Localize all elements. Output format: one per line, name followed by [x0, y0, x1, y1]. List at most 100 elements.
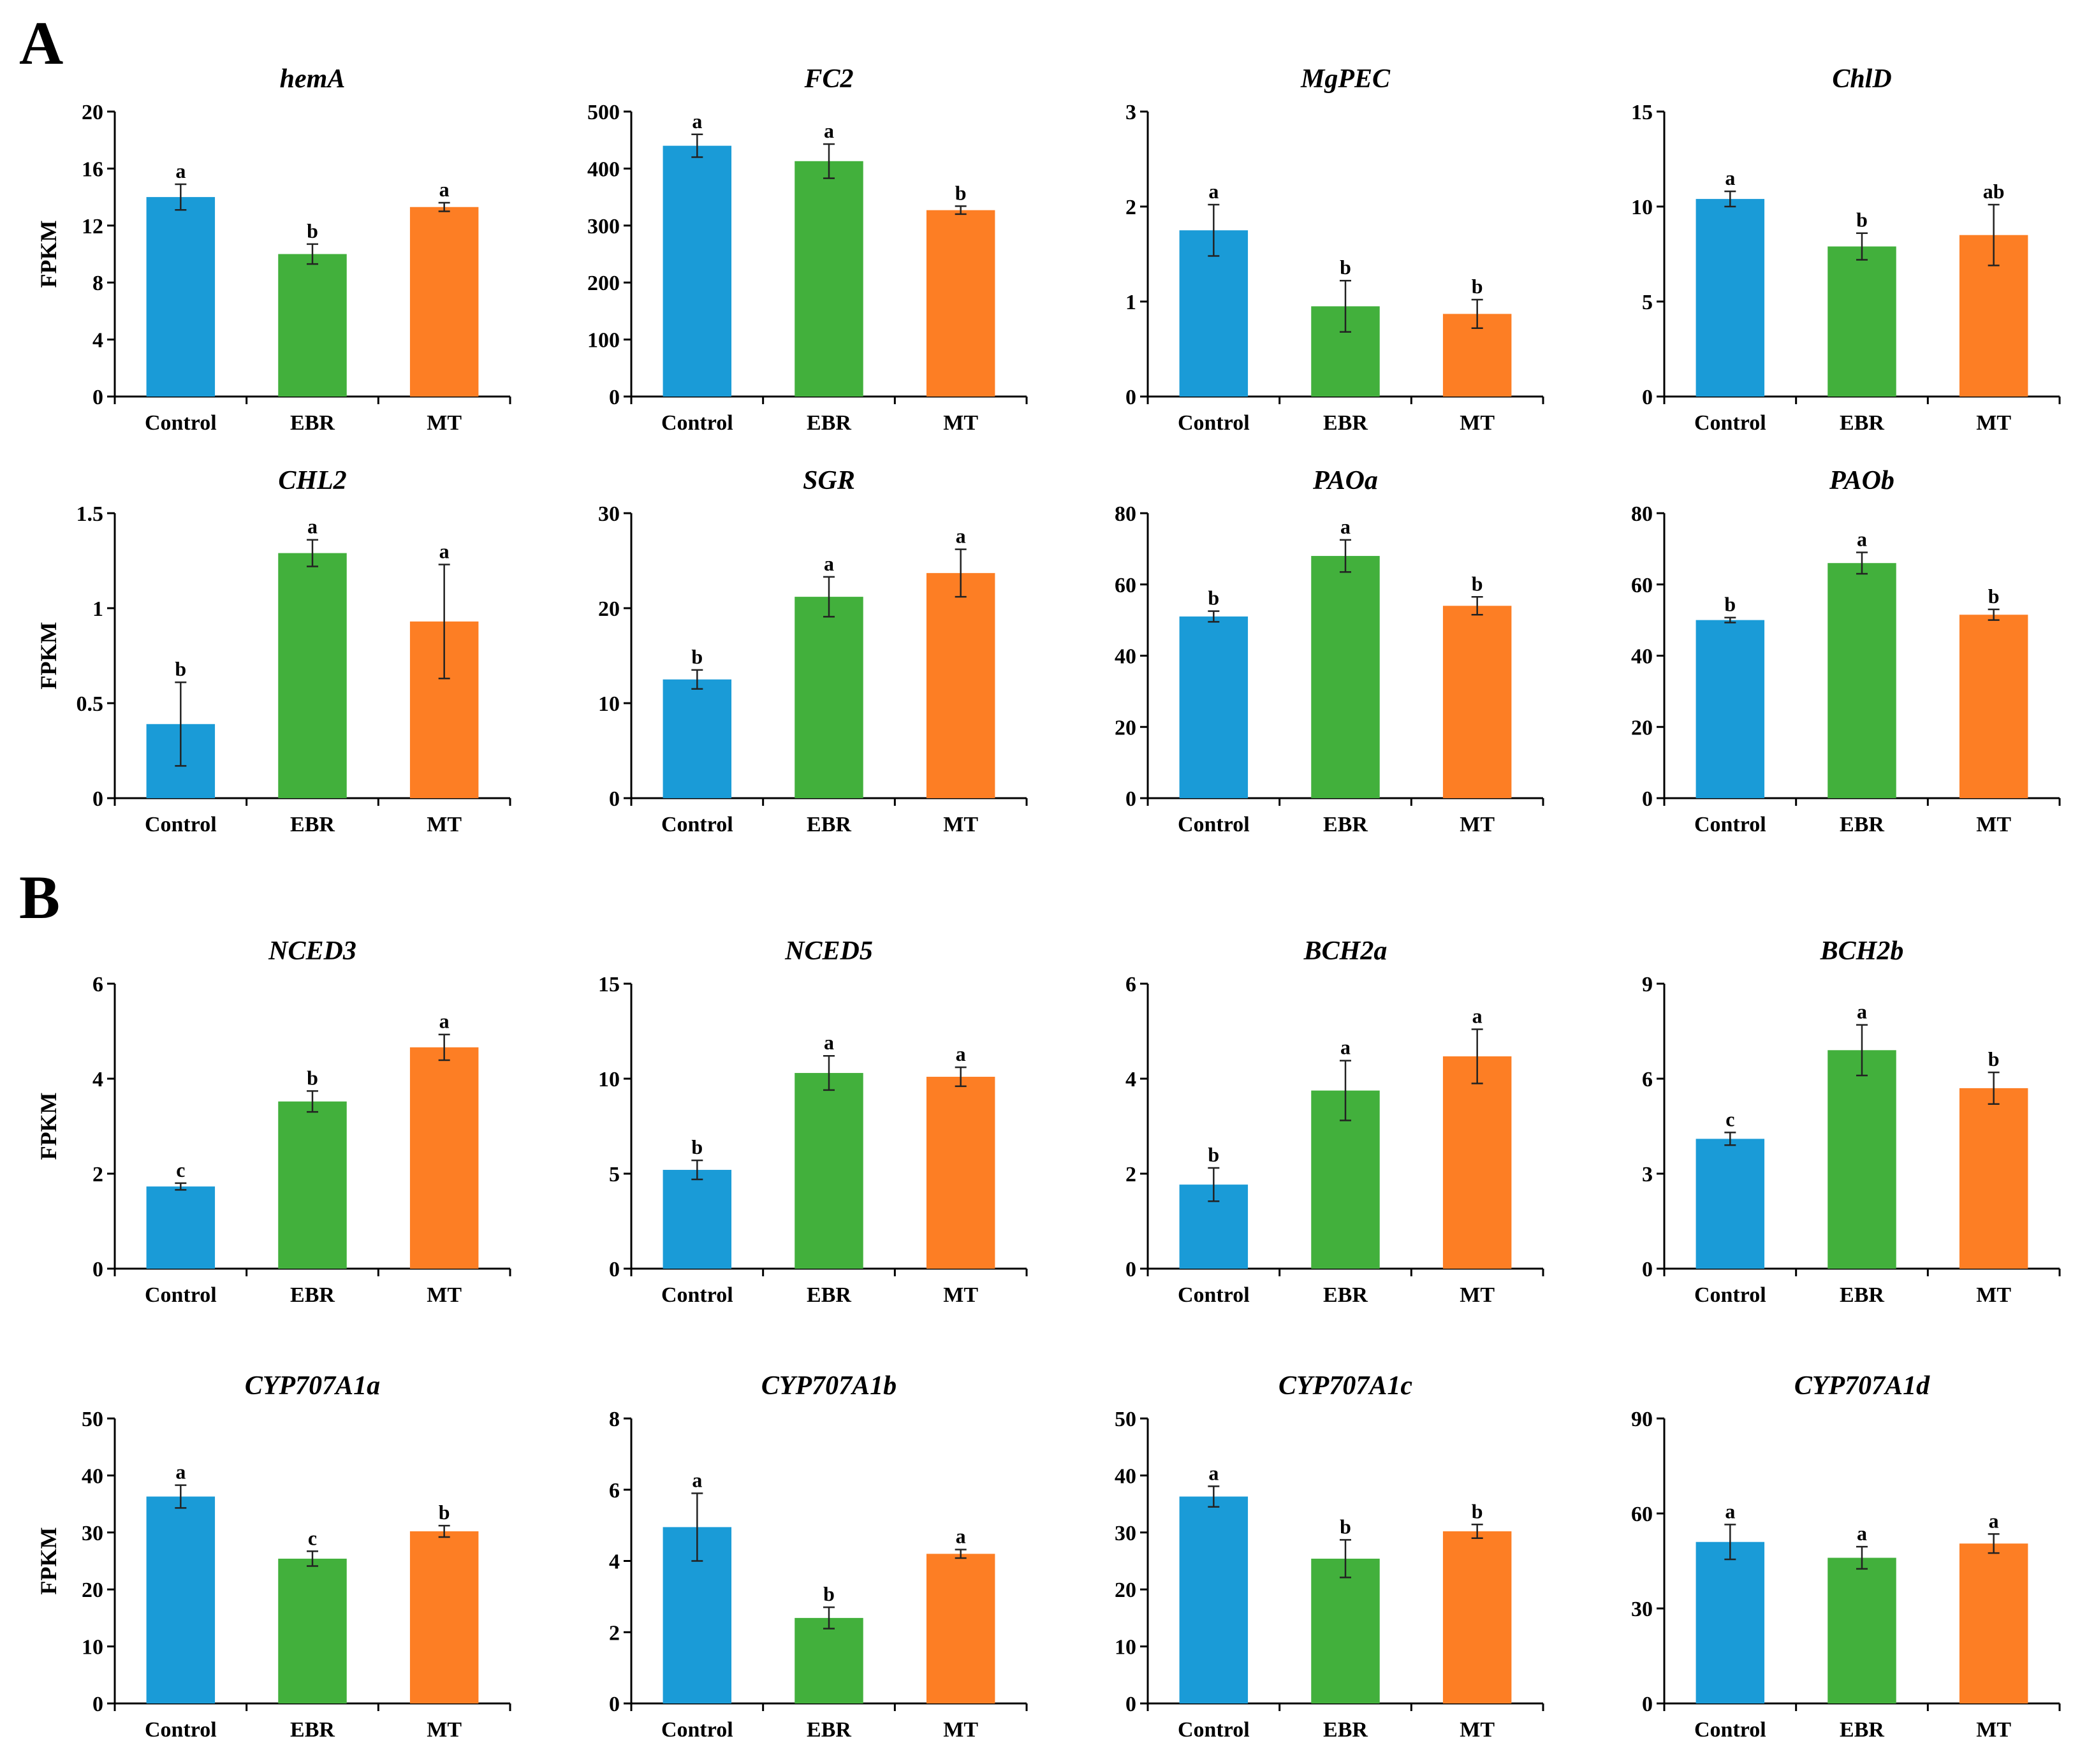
chart-mgpec: MgPEC 0 1 2 3 a Control b EBR b MT [1125, 64, 1544, 435]
x-category-label: EBR [1840, 813, 1884, 836]
y-axis-label: FPKM [36, 1527, 61, 1595]
bar-control [1695, 1139, 1765, 1269]
y-tick-label: 30 [1631, 1598, 1653, 1621]
y-tick-label: 8 [92, 272, 103, 295]
bar-ebr [278, 553, 347, 798]
y-tick-label: 0 [92, 1258, 103, 1281]
x-category-label: MT [427, 1718, 462, 1742]
significance-letter: a [1857, 1522, 1867, 1545]
significance-letter: c [1725, 1107, 1734, 1130]
chart-cyp707a1a: CYP707A1a FPKM 0 10 20 30 40 50 a Control c EBR b MT [36, 1371, 511, 1742]
significance-letter: c [308, 1526, 317, 1549]
bar-mt [1442, 1531, 1512, 1703]
bar-ebr [278, 1101, 347, 1269]
bar-mt [926, 572, 995, 798]
bar-mt [1959, 615, 2028, 798]
bar-ebr [795, 1617, 863, 1703]
chart-hema: hemA FPKM 0 4 8 12 16 20 a Control b EBR a MT [36, 64, 511, 435]
chart-nced3: NCED3 FPKM 0 2 4 6 c Control b EBR a MT [36, 937, 511, 1307]
significance-letter: a [692, 110, 702, 133]
y-tick-label: 20 [82, 101, 103, 124]
significance-letter: a [1725, 1499, 1735, 1522]
bar-mt [409, 207, 479, 397]
y-tick-label: 0 [609, 1693, 620, 1716]
chart-title: BCH2a [1303, 937, 1388, 966]
y-tick-label: 0 [1642, 386, 1653, 409]
y-tick-label: 2 [609, 1621, 620, 1645]
bar-ebr [278, 254, 347, 397]
y-tick-label: 30 [598, 502, 620, 526]
chart-title: NCED3 [268, 937, 356, 966]
significance-letter: b [1472, 1499, 1483, 1522]
x-category-label: Control [1694, 1718, 1766, 1742]
chart-grid: hemAFPKM048121620aControlbEBRaMTFC201002… [36, 64, 2061, 1742]
x-category-label: MT [1460, 813, 1495, 836]
y-tick-label: 2 [92, 1163, 103, 1186]
bar-control [1695, 1542, 1765, 1703]
y-tick-label: 0.5 [77, 692, 104, 716]
y-tick-label: 100 [587, 329, 620, 353]
x-category-label: Control [1694, 1283, 1766, 1307]
chart-title: BCH2b [1820, 937, 1904, 966]
x-category-label: MT [1976, 813, 2011, 836]
y-tick-label: 0 [92, 386, 103, 409]
significance-letter: a [1989, 1509, 1999, 1532]
significance-letter: a [1340, 515, 1351, 538]
bar-ebr [795, 597, 863, 798]
chart-title: SGR [803, 466, 855, 495]
bar-ebr [1827, 563, 1896, 798]
x-category-label: Control [145, 411, 217, 435]
y-tick-label: 0 [609, 386, 620, 409]
y-tick-label: 10 [598, 1068, 620, 1091]
y-tick-label: 90 [1631, 1408, 1653, 1431]
bar-ebr [1827, 246, 1896, 397]
y-tick-label: 6 [609, 1479, 620, 1503]
significance-letter: b [1856, 208, 1868, 231]
y-tick-label: 3 [1642, 1163, 1653, 1186]
bar-control [1695, 620, 1765, 798]
x-category-label: EBR [1840, 411, 1884, 435]
x-category-label: EBR [290, 1718, 335, 1742]
significance-letter: a [1857, 1000, 1867, 1023]
chart-title: CYP707A1b [761, 1371, 897, 1401]
y-tick-label: 0 [1642, 1693, 1653, 1716]
bar-ebr [1827, 1050, 1896, 1269]
significance-letter: b [1208, 587, 1219, 609]
significance-letter: a [1208, 1461, 1219, 1484]
bar-control [146, 1496, 216, 1703]
chart-title: hemA [280, 64, 346, 94]
y-tick-label: 5 [1642, 291, 1653, 314]
y-axis-label: FPKM [36, 1093, 61, 1160]
bar-mt [926, 1554, 995, 1703]
significance-letter: c [176, 1158, 185, 1181]
x-category-label: Control [145, 813, 217, 836]
significance-letter: b [307, 1066, 318, 1089]
y-tick-label: 0 [1125, 1693, 1136, 1716]
y-tick-label: 15 [598, 973, 620, 996]
y-tick-label: 12 [82, 215, 103, 238]
y-tick-label: 40 [1115, 1464, 1136, 1488]
x-category-label: MT [1976, 411, 2011, 435]
significance-letter: ab [1983, 180, 2005, 203]
x-category-label: MT [943, 813, 978, 836]
y-tick-label: 60 [1631, 574, 1653, 597]
significance-letter: a [1472, 1005, 1483, 1028]
x-category-label: EBR [290, 813, 335, 836]
y-tick-label: 500 [587, 101, 620, 124]
y-tick-label: 2 [1125, 196, 1136, 219]
panel-letter-b: B [19, 863, 60, 931]
chart-title: ChlD [1832, 64, 1891, 94]
x-category-label: Control [661, 1718, 733, 1742]
x-category-label: EBR [1323, 1718, 1368, 1742]
significance-letter: a [824, 119, 834, 142]
bar-mt [1442, 1056, 1512, 1269]
x-category-label: EBR [1323, 1283, 1368, 1307]
significance-letter: b [1988, 585, 2000, 608]
y-tick-label: 4 [609, 1550, 620, 1574]
chart-title: FC2 [803, 64, 853, 94]
bar-control [663, 1170, 732, 1269]
y-tick-label: 1 [1125, 291, 1136, 314]
significance-letter: b [955, 181, 967, 204]
chart-bch2b: BCH2b 0 3 6 9 c Control a EBR b MT [1642, 937, 2061, 1307]
y-tick-label: 40 [1631, 645, 1653, 669]
